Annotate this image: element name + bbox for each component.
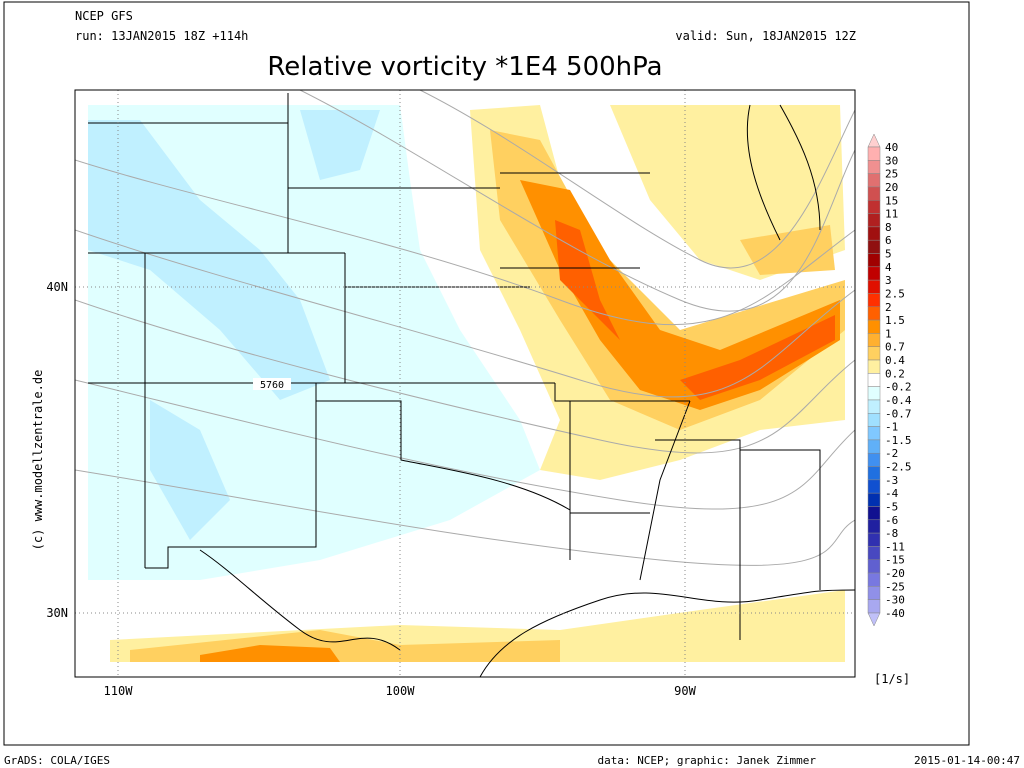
colorbar-swatch — [867, 532, 881, 547]
colorbar-swatch — [867, 213, 881, 228]
lon-label: 100W — [386, 684, 416, 698]
colorbar-label: -25 — [885, 580, 905, 593]
colorbar-label: 1.5 — [885, 314, 905, 327]
colorbar-swatch — [867, 333, 881, 347]
colorbar-swatch — [867, 146, 881, 161]
colorbar-swatch — [867, 586, 881, 600]
colorbar-swatch — [867, 479, 881, 494]
colorbar-label: 2.5 — [885, 287, 905, 300]
colorbar-swatch — [867, 519, 881, 534]
colorbar-swatch — [867, 359, 881, 374]
colorbar-label: 0.4 — [885, 354, 905, 367]
colorbar-label: -11 — [885, 540, 905, 553]
colorbar-swatch — [867, 386, 881, 401]
colorbar-label: -30 — [885, 594, 905, 607]
colorbar-swatch — [867, 253, 881, 268]
colorbar-swatch — [867, 492, 881, 507]
colorbar-label: -3 — [885, 474, 898, 487]
colorbar-label: -6 — [885, 514, 898, 527]
colorbar-swatch — [867, 319, 881, 334]
unit: [1/s] — [874, 672, 910, 686]
colorbar-swatch — [867, 186, 881, 201]
colorbar-swatch — [867, 426, 881, 441]
colorbar-swatch — [867, 293, 881, 308]
colorbar-swatch — [867, 546, 881, 560]
colorbar-label: 8 — [885, 221, 892, 234]
colorbar-swatch — [867, 399, 881, 414]
colorbar-label: -20 — [885, 567, 905, 580]
lat-label: 40N — [46, 280, 68, 294]
contour-label-bg — [253, 378, 291, 390]
colorbar-label: -15 — [885, 554, 905, 567]
colorbar-swatch — [867, 226, 881, 241]
colorbar-label: 3 — [885, 274, 892, 287]
colorbar-label: 0.2 — [885, 367, 905, 380]
colorbar-cap — [867, 133, 881, 148]
footer-center: data: NCEP; graphic: Janek Zimmer — [597, 754, 816, 767]
colorbar-swatch — [867, 413, 881, 427]
colorbar-swatch — [867, 266, 881, 281]
colorbar-swatch — [867, 599, 881, 614]
model: NCEP GFS — [75, 9, 133, 23]
colorbar-label: -2.5 — [885, 461, 912, 474]
colorbar-swatch — [867, 373, 881, 387]
colorbar-label: 11 — [885, 208, 898, 221]
colorbar-label: 2 — [885, 301, 892, 314]
colorbar-swatch — [867, 346, 881, 361]
colorbar-swatch — [867, 559, 881, 574]
colorbar-swatch — [867, 452, 881, 467]
colorbar-label: 0.7 — [885, 341, 905, 354]
colorbar-label: 30 — [885, 154, 898, 167]
colorbar-label: -4 — [885, 487, 899, 500]
colorbar-cap — [867, 612, 881, 627]
colorbar-swatch — [867, 239, 881, 254]
map — [75, 90, 855, 677]
lon-label: 110W — [104, 684, 134, 698]
colorbar-label: -2 — [885, 447, 898, 460]
valid: valid: Sun, 18JAN2015 12Z — [675, 29, 856, 43]
colorbar-label: -0.2 — [885, 381, 912, 394]
frame — [3, 1, 970, 746]
colorbar: 403025201511865432.521.510.70.40.2-0.2-0… — [867, 133, 912, 627]
colorbar-label: 5 — [885, 248, 892, 261]
colorbar-swatch — [867, 173, 881, 188]
colorbar-label: -1 — [885, 421, 898, 434]
colorbar-swatch — [867, 572, 881, 587]
colorbar-swatch — [867, 160, 881, 174]
colorbar-swatch — [867, 466, 881, 481]
contour-label: 5760 — [260, 380, 284, 391]
colorbar-label: 20 — [885, 181, 898, 194]
side-credit: (c) www.modellzentrale.de — [31, 370, 45, 551]
colorbar-swatch — [867, 306, 881, 321]
colorbar-label: 1 — [885, 327, 892, 340]
colorbar-label: -5 — [885, 500, 898, 513]
colorbar-label: 15 — [885, 194, 898, 207]
lon-label: 90W — [674, 684, 696, 698]
colorbar-label: 6 — [885, 234, 892, 247]
colorbar-swatch — [867, 279, 881, 294]
lat-label: 30N — [46, 606, 68, 620]
map-border — [74, 89, 856, 678]
colorbar-label: 4 — [885, 261, 892, 274]
colorbar-label: -0.4 — [885, 394, 912, 407]
colorbar-label: 25 — [885, 168, 898, 181]
colorbar-label: -40 — [885, 607, 905, 620]
title: Relative vorticity *1E4 500hPa — [267, 52, 662, 82]
colorbar-label: 40 — [885, 141, 898, 154]
colorbar-label: -0.7 — [885, 407, 912, 420]
colorbar-swatch — [867, 439, 881, 454]
colorbar-swatch — [867, 506, 881, 521]
footer-left: GrADS: COLA/IGES — [4, 754, 110, 767]
run: run: 13JAN2015 18Z +114h — [75, 29, 248, 43]
colorbar-swatch — [867, 200, 881, 214]
footer-right: 2015-01-14-00:47 — [914, 754, 1020, 767]
colorbar-label: -1.5 — [885, 434, 912, 447]
colorbar-label: -8 — [885, 527, 898, 540]
